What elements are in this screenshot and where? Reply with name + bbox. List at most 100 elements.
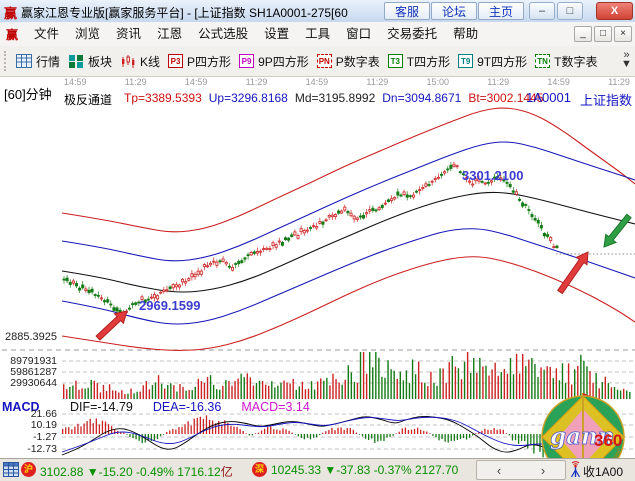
forum-button[interactable]: 论坛 xyxy=(431,2,477,20)
indicator-dn: Dn=3094.8671 xyxy=(382,91,462,105)
receiving-status: 收1A00 xyxy=(583,465,624,479)
hangqing-icon xyxy=(16,53,32,68)
symbol-info: 1A0001 上证指数 xyxy=(526,90,632,109)
candlesticks xyxy=(62,161,559,319)
toolbar-label-p9: 9P四方形 xyxy=(258,54,309,69)
window-title: 赢家江恩专业版[赢家服务平台] - [上证指数 SH1A0001-275[60 xyxy=(21,6,348,20)
symbol-name[interactable]: 上证指数 xyxy=(579,93,632,108)
toolbar-button-bankuai[interactable]: 板块 xyxy=(64,48,116,74)
p9-icon: P9 xyxy=(239,54,255,68)
menu-item-6[interactable]: 工具 xyxy=(305,27,331,41)
toolbar-label-p4: P四方形 xyxy=(187,54,232,69)
indicator-tp: Tp=3389.5393 xyxy=(124,91,202,105)
mdi-controls: _ □ × xyxy=(572,26,632,42)
menu-item-2[interactable]: 资讯 xyxy=(116,27,142,41)
symbol-code[interactable]: 1A0001 xyxy=(526,90,571,105)
left-price-label: 2885.3925 xyxy=(5,331,57,343)
trough-price-label: 2969.1599 xyxy=(139,298,201,313)
time-tick-2: 14:59 xyxy=(184,77,208,87)
mdi-restore-button[interactable]: □ xyxy=(594,26,612,42)
toolbar: 行情 板块 K线 P3 P四方形 P9 9P四方形 PN P数字表 T3 T四方形 T9 9T四方形 TN… xyxy=(0,46,635,77)
menu-item-8[interactable]: 交易委托 xyxy=(387,27,438,41)
shanghai-market-icon[interactable]: 沪 xyxy=(21,462,36,477)
macd-dea-value: DEA=-16.36 xyxy=(152,400,222,414)
menu-bar: 赢 文件 浏览 资讯 江恩 公式选股 设置 工具 窗口 交易委托 帮助 _ □ × xyxy=(0,22,635,47)
close-button[interactable]: X xyxy=(596,2,633,20)
quote-grid-icon[interactable] xyxy=(3,462,19,477)
indicator-header: 极反通道 Tp=3389.5393 Up=3296.8168 Md=3195.8… xyxy=(64,91,543,108)
network-antenna-icon xyxy=(570,461,581,478)
time-tick-6: 15:00 xyxy=(426,77,450,87)
menu-item-7[interactable]: 窗口 xyxy=(346,27,372,41)
shanghai-index-quote[interactable]: 3102.88 ▼-15.20 -0.49% 1716.12亿 xyxy=(40,465,233,479)
mdi-close-button[interactable]: × xyxy=(614,26,632,42)
toolbar-button-tn[interactable]: TN T数字表 xyxy=(531,48,601,74)
period-label[interactable]: [60]分钟 xyxy=(4,87,52,102)
time-tick-1: 11:29 xyxy=(124,77,147,87)
volume-scale-3: 29930644 xyxy=(10,377,57,389)
chart-canvas[interactable]: gann 360 1234567890 xyxy=(0,76,635,458)
kline-icon xyxy=(122,54,135,68)
tn-icon: TN xyxy=(535,54,551,68)
p4-icon: P3 xyxy=(168,54,184,68)
menu-item-3[interactable]: 江恩 xyxy=(157,27,183,41)
menu-item-9[interactable]: 帮助 xyxy=(453,27,479,41)
logo-word: gann xyxy=(550,423,614,450)
shenzhen-index-quote[interactable]: 10245.33 ▼-37.83 -0.37% 2127.70 xyxy=(271,463,459,477)
menu-item-5[interactable]: 设置 xyxy=(264,27,290,41)
time-tick-0: 14:59 xyxy=(64,77,87,87)
macd-title[interactable]: MACD xyxy=(2,400,40,414)
toolbar-label-hangqing: 行情 xyxy=(36,54,61,69)
pn-icon: PN xyxy=(316,54,332,68)
status-bar: 沪 3102.88 ▼-15.20 -0.49% 1716.12亿 深 1024… xyxy=(0,458,635,481)
gann360-logo: gann 360 1234567890 xyxy=(541,393,625,458)
quick-links: 客服 论坛 主页 xyxy=(384,2,525,20)
menu-item-4[interactable]: 公式选股 xyxy=(198,27,249,41)
volume-scale-2: 59861287 xyxy=(10,366,57,378)
macd-plot xyxy=(61,415,563,458)
next-page-button[interactable]: › xyxy=(540,462,546,478)
t4-icon: T3 xyxy=(387,54,403,68)
toolbar-button-t4[interactable]: T3 T四方形 xyxy=(384,48,454,74)
mdi-minimize-button[interactable]: _ xyxy=(574,26,592,42)
toolbar-button-t9[interactable]: T9 9T四方形 xyxy=(454,48,531,74)
volume-scale-1: 89791931 xyxy=(10,355,57,367)
window-controls: – □ X xyxy=(527,2,633,20)
toolbar-button-kline[interactable]: K线 xyxy=(116,48,164,74)
toolbar-items: 行情 板块 K线 P3 P四方形 P9 9P四方形 PN P数字表 T3 T四方形 T9 9T四方形 TN… xyxy=(12,48,601,74)
toolbar-label-kline: K线 xyxy=(140,54,161,69)
indicator-md: Md=3195.8992 xyxy=(294,91,376,105)
toolbar-label-bankuai: 板块 xyxy=(88,54,113,69)
time-axis: 14:59 11:29 14:59 11:29 14:59 11:29 15:00 11:29… xyxy=(64,77,630,87)
homepage-button[interactable]: 主页 xyxy=(478,2,524,20)
title-bar: 赢 赢家江恩专业版[赢家服务平台] - [上证指数 SH1A0001-275[6… xyxy=(0,0,635,23)
toolbar-button-p4[interactable]: P3 P四方形 xyxy=(164,48,235,74)
app-logo-icon: 赢 xyxy=(4,6,18,21)
toolbar-button-p9[interactable]: P9 9P四方形 xyxy=(235,48,313,74)
service-button[interactable]: 客服 xyxy=(384,2,430,20)
indicator-bt: Bt=3002.1445 xyxy=(468,91,544,105)
minimize-button[interactable]: – xyxy=(529,2,555,20)
page-nav: ‹ › xyxy=(476,460,566,480)
indicator-name[interactable]: 极反通道 xyxy=(64,93,113,107)
bankuai-icon xyxy=(69,54,84,68)
toolbar-label-t4: T四方形 xyxy=(406,54,451,69)
toolbar-button-pn[interactable]: PN P数字表 xyxy=(313,48,384,74)
menu-logo-icon: 赢 xyxy=(6,27,19,42)
volume-bars xyxy=(63,352,631,399)
prev-page-button[interactable]: ‹ xyxy=(496,462,502,478)
macd-scale-4: -12.73 xyxy=(27,443,57,455)
toolbar-button-hangqing[interactable]: 行情 xyxy=(12,48,64,74)
macd-dif-value: DIF=-14.79 xyxy=(70,400,133,414)
menu-item-0[interactable]: 文件 xyxy=(34,27,60,41)
time-tick-9: 11:29 xyxy=(608,77,630,87)
maximize-button[interactable]: □ xyxy=(557,2,583,20)
menu-items: 文件 浏览 资讯 江恩 公式选股 设置 工具 窗口 交易委托 帮助 xyxy=(26,22,486,46)
time-tick-3: 11:29 xyxy=(245,77,268,87)
menu-item-1[interactable]: 浏览 xyxy=(75,27,101,41)
time-tick-8: 14:59 xyxy=(547,77,570,87)
logo-number: 360 xyxy=(594,431,622,450)
toolbar-overflow-button[interactable]: » ▼ xyxy=(621,49,632,70)
shenzhen-market-icon[interactable]: 深 xyxy=(252,462,267,477)
macd-scale-3: -1.27 xyxy=(33,431,57,443)
